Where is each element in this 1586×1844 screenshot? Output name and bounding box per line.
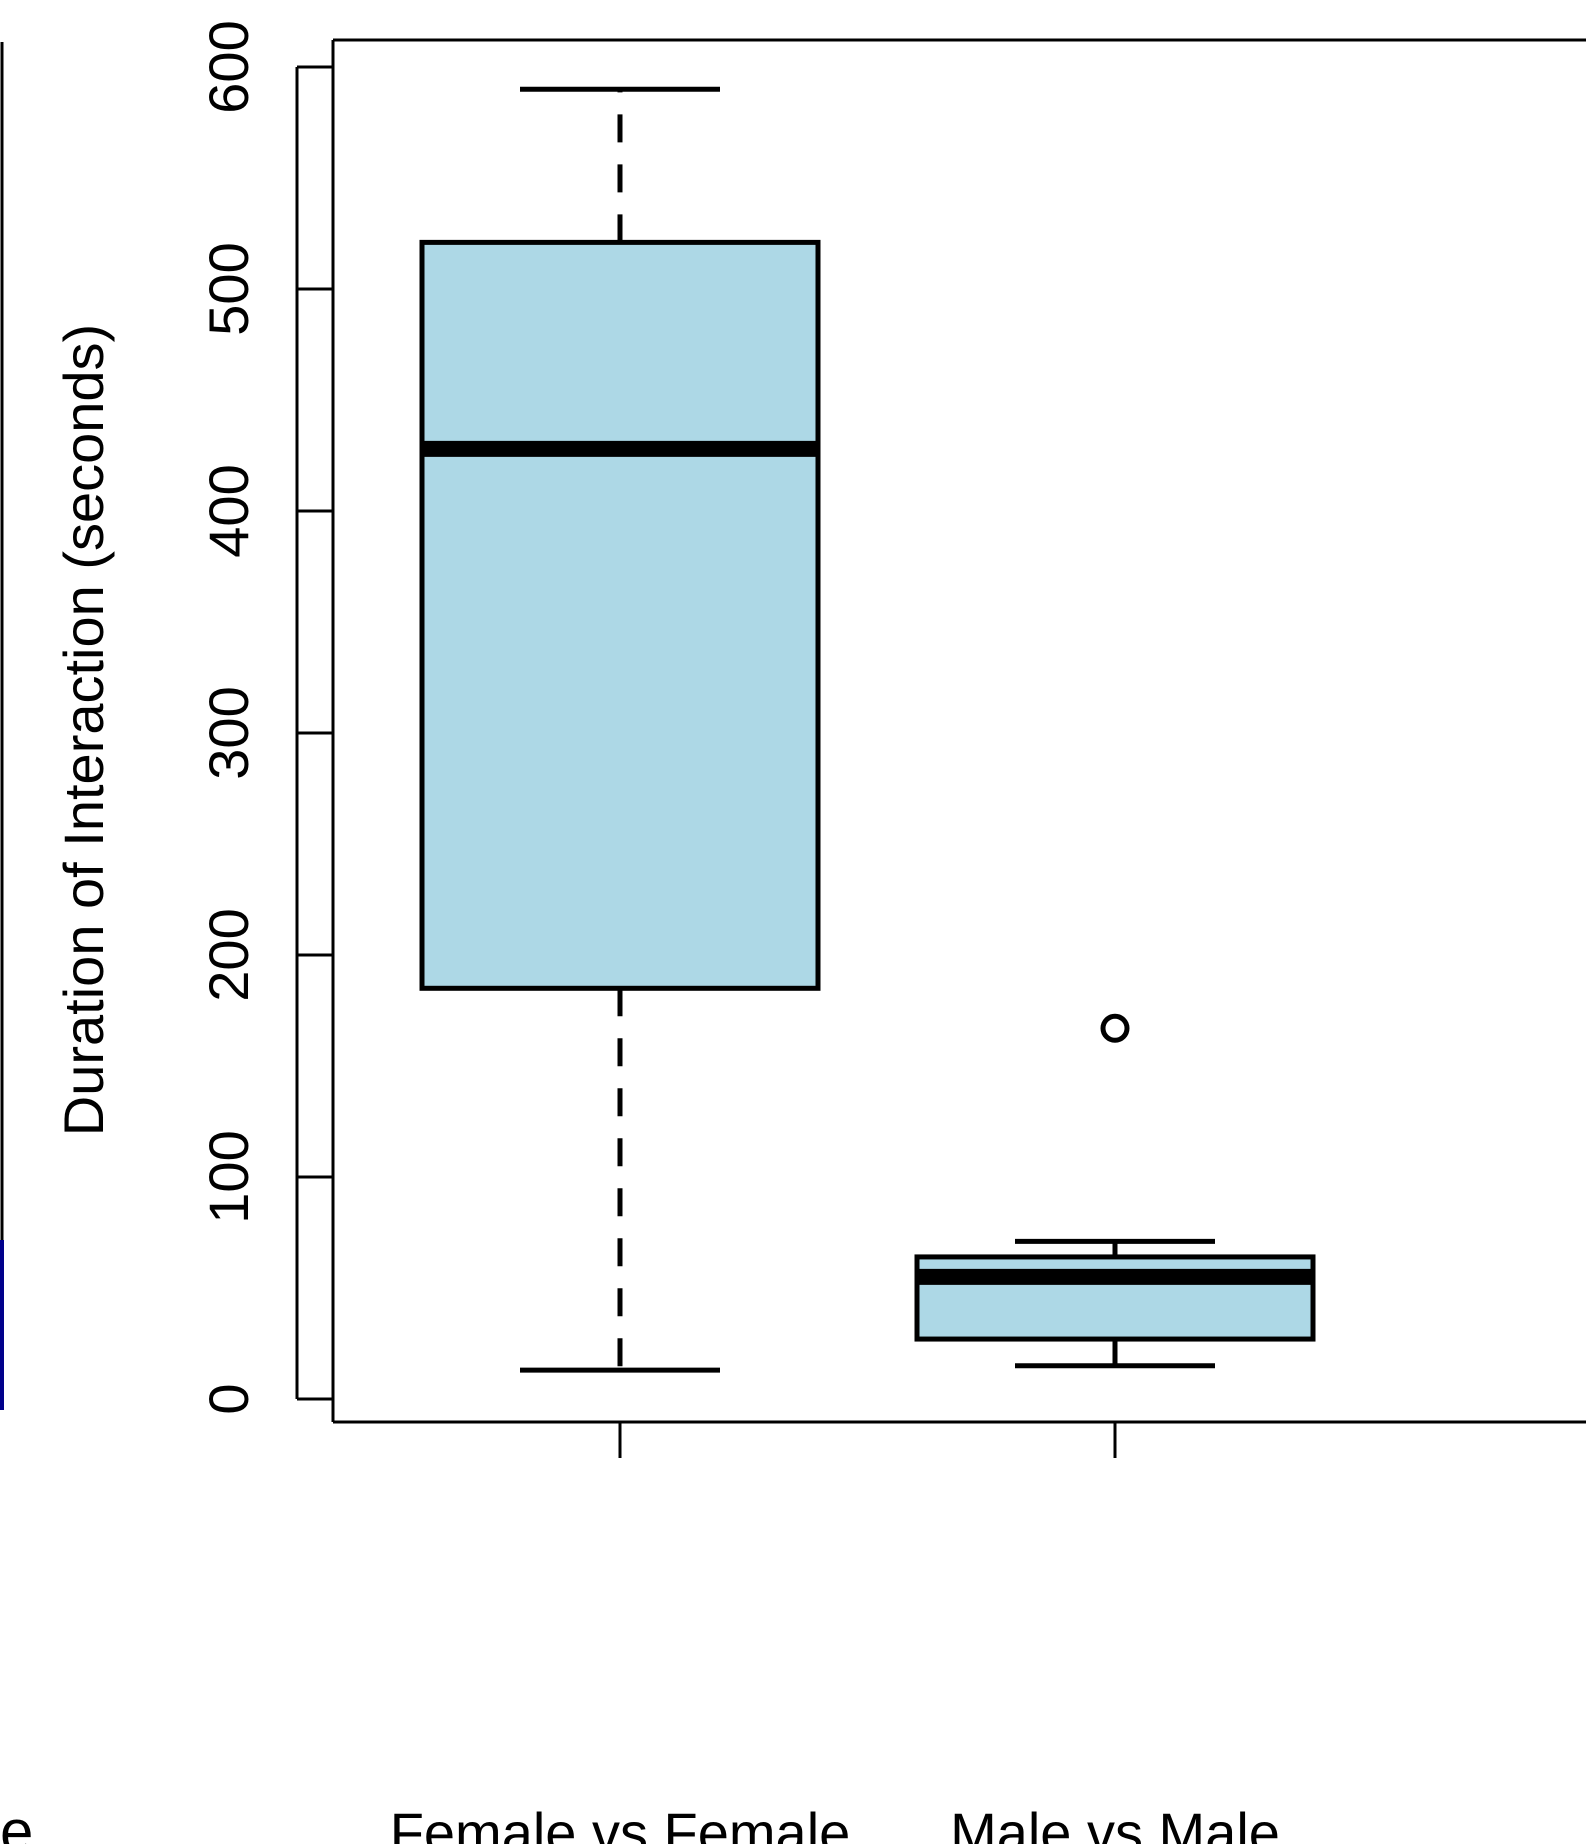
y-tick-label: 500 — [197, 242, 260, 335]
x-tick-label: Male vs Male — [950, 1801, 1280, 1844]
box-group — [419, 86, 821, 1373]
y-axis-label: Duration of Interaction (seconds) — [52, 324, 115, 1136]
y-tick-label: 300 — [197, 686, 260, 779]
y-axis: 0 100 200 300 400 500 600 — [197, 20, 333, 1415]
partial-left-panel: e — [0, 42, 33, 1844]
plot-frame — [331, 38, 1586, 1424]
y-tick-label: 0 — [197, 1383, 260, 1414]
y-tick-label: 200 — [197, 908, 260, 1001]
x-tick-label: Female vs Female — [390, 1801, 851, 1844]
boxes — [419, 86, 1316, 1373]
x-axis: Female vs Female Male vs Male — [390, 1422, 1280, 1844]
iqr-box — [419, 239, 821, 991]
y-tick-label: 600 — [197, 20, 260, 113]
y-tick-label: 400 — [197, 464, 260, 557]
partial-panel-label: e — [0, 1798, 33, 1844]
outlier-point — [1100, 1013, 1130, 1043]
box-group — [914, 1013, 1316, 1369]
y-tick-label: 100 — [197, 1130, 260, 1223]
